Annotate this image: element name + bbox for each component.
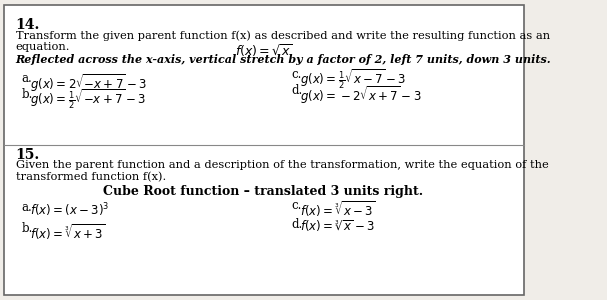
Text: Cube Root function – translated 3 units right.: Cube Root function – translated 3 units … <box>103 185 424 198</box>
Text: $f(x) = (x-3)^3$: $f(x) = (x-3)^3$ <box>30 201 110 219</box>
Text: c.: c. <box>291 199 302 212</box>
Text: d.: d. <box>291 218 302 231</box>
Text: $g(x) = 2\sqrt{-x+7}-3$: $g(x) = 2\sqrt{-x+7}-3$ <box>30 72 148 94</box>
Text: equation.: equation. <box>16 42 70 52</box>
Text: 15.: 15. <box>16 148 40 162</box>
Text: Transform the given parent function f(x) as described and write the resulting fu: Transform the given parent function f(x)… <box>16 30 550 40</box>
Text: b.: b. <box>22 222 33 235</box>
Text: Reflected across the x-axis, vertical stretch by a factor of 2, left 7 units, do: Reflected across the x-axis, vertical st… <box>16 54 551 65</box>
Text: $g(x) = -2\sqrt{x+7}-3$: $g(x) = -2\sqrt{x+7}-3$ <box>300 84 421 106</box>
Text: $f(x) = \sqrt[3]{x}-3$: $f(x) = \sqrt[3]{x}-3$ <box>300 218 375 234</box>
Text: 14.: 14. <box>16 18 40 32</box>
Text: d.: d. <box>291 84 302 97</box>
Text: $f(x) = \sqrt[3]{x+3}$: $f(x) = \sqrt[3]{x+3}$ <box>30 222 106 242</box>
Text: $g(x) = \frac{1}{2}\sqrt{-x+7}-3$: $g(x) = \frac{1}{2}\sqrt{-x+7}-3$ <box>30 88 146 111</box>
Text: c.: c. <box>291 68 302 81</box>
Text: Given the parent function and a description of the transformation, write the equ: Given the parent function and a descript… <box>16 160 548 170</box>
Text: $f(x) = \sqrt[3]{x-3}$: $f(x) = \sqrt[3]{x-3}$ <box>300 199 376 219</box>
Text: transformed function f(x).: transformed function f(x). <box>16 172 166 182</box>
Text: b.: b. <box>22 88 33 101</box>
Text: $f(x) = \sqrt{x}$: $f(x) = \sqrt{x}$ <box>235 42 292 59</box>
Text: a.: a. <box>22 72 33 85</box>
Text: $g(x) = \frac{1}{2}\sqrt{x-7}-3$: $g(x) = \frac{1}{2}\sqrt{x-7}-3$ <box>300 68 406 91</box>
Text: a.: a. <box>22 201 33 214</box>
